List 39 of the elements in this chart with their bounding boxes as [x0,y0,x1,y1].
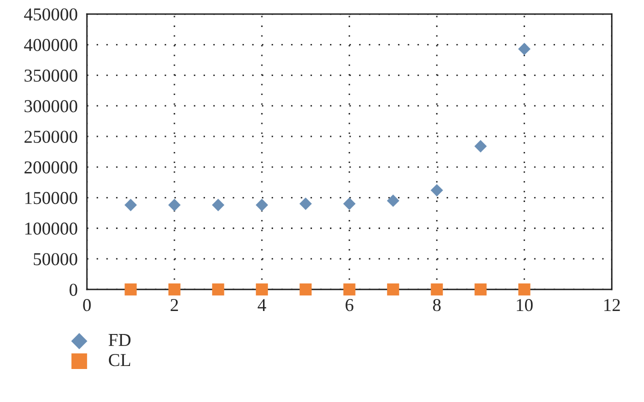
y-tick-label: 100000 [25,222,78,235]
legend-label: CL [108,354,130,366]
point [212,283,224,296]
point [168,198,181,212]
point [168,283,180,296]
point [299,198,312,210]
y-tick-label: 200000 [24,161,78,174]
y-tick-label: 350000 [24,70,78,82]
y-tick-label: 450000 [24,8,78,21]
x-tick-label: 12 [604,299,620,311]
x-tick-label: 0 [83,298,91,312]
x-tick-label: 8 [433,298,441,312]
y-tick-label: 0 [70,284,78,296]
point [124,198,137,212]
point [430,283,443,296]
point [124,283,137,296]
point [518,42,531,56]
point [386,194,400,207]
y-tick-label: 250000 [24,130,78,143]
point [256,283,268,296]
point [474,140,487,152]
point [430,184,444,197]
point [343,283,356,296]
point [300,283,312,296]
legend-label: FD [108,334,131,346]
point [256,198,268,212]
point [387,283,400,296]
y-tick-label: 150000 [25,192,78,204]
point [474,283,487,296]
point [343,198,356,210]
point [518,283,530,296]
x-tick-label: 4 [258,299,266,311]
x-tick-label: 6 [346,299,354,312]
x-tick-label: 2 [170,299,178,311]
x-tick-label: 10 [516,298,533,312]
y-tick-label: 300000 [24,100,78,112]
point [212,198,224,212]
y-tick-label: 50000 [34,253,78,266]
y-tick-label: 400000 [24,38,78,52]
